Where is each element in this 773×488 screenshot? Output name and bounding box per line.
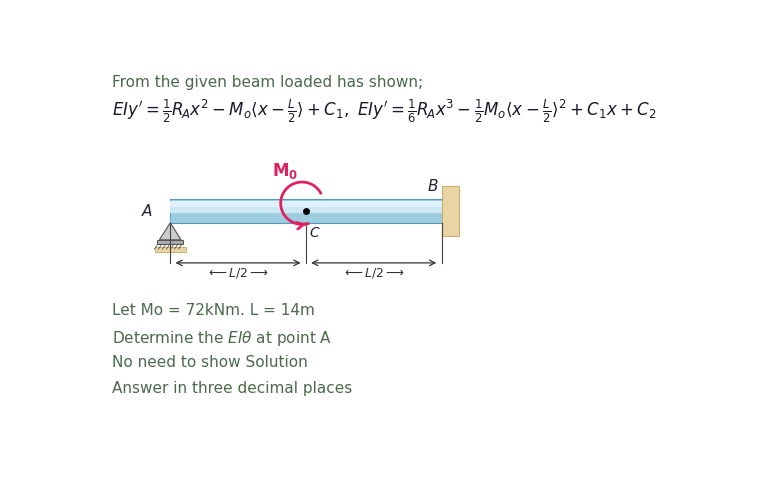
Text: Let Mo = 72kNm. L = 14m: Let Mo = 72kNm. L = 14m [112,302,315,317]
Bar [441,186,458,237]
Text: $EIy' = \frac{1}{2}R_{\!A}x^2 - M_o\langle x - \frac{L}{2}\rangle + C_1,$$\ EIy': $EIy' = \frac{1}{2}R_{\!A}x^2 - M_o\lang… [112,98,656,125]
Text: $\longleftarrow L/2 \longrightarrow$: $\longleftarrow L/2 \longrightarrow$ [342,265,405,280]
Text: $\longleftarrow L/2 \longrightarrow$: $\longleftarrow L/2 \longrightarrow$ [206,265,270,280]
Bar [155,247,186,253]
Bar [170,200,441,224]
Polygon shape [159,224,181,240]
Text: No need to show Solution: No need to show Solution [112,354,308,369]
Text: From the given beam loaded has shown;: From the given beam loaded has shown; [112,75,424,90]
Text: $\mathbf{M_0}$: $\mathbf{M_0}$ [272,161,298,181]
Bar [170,202,441,208]
Text: $C$: $C$ [309,225,321,240]
Text: $B$: $B$ [427,178,438,193]
Bar [170,208,441,214]
Bar [157,240,183,244]
Text: Determine the $EI\theta$ at point A: Determine the $EI\theta$ at point A [112,328,332,347]
Text: Answer in three decimal places: Answer in three decimal places [112,381,352,395]
Text: $A$: $A$ [141,203,153,219]
